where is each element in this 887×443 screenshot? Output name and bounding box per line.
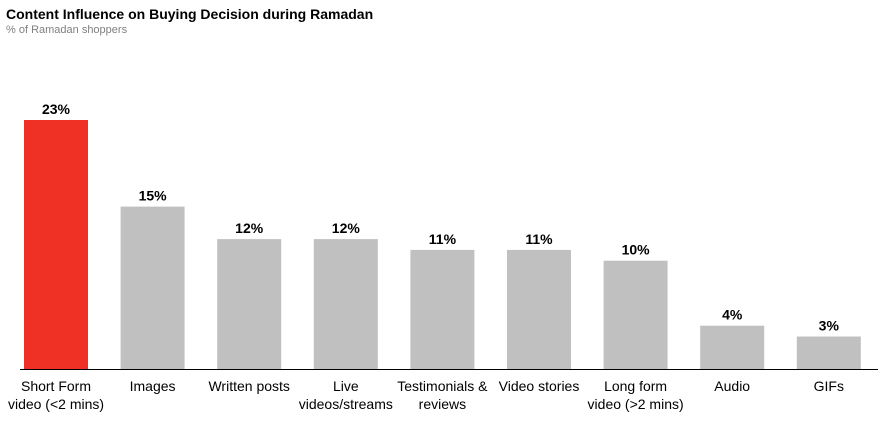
chart-subtitle: % of Ramadan shoppers <box>6 24 128 36</box>
data-label-7: 4% <box>722 307 743 323</box>
bar-8 <box>796 336 861 369</box>
x-tick-label-7: Audio <box>714 378 751 394</box>
data-label-0: 23% <box>42 101 71 117</box>
data-label-4: 11% <box>429 231 457 247</box>
x-tick-label-2: Written posts <box>208 378 290 394</box>
x-tick-label-5: Video stories <box>498 378 580 394</box>
bar-1 <box>120 206 185 369</box>
data-label-6: 10% <box>622 242 651 258</box>
bar-7 <box>700 325 765 369</box>
data-label-2: 12% <box>235 220 264 236</box>
chart-title: Content Influence on Buying Decision dur… <box>6 6 374 22</box>
x-tick-label-6: Long form video (>2 mins) <box>587 378 684 412</box>
bar-2 <box>217 239 282 369</box>
x-tick-label-1: Images <box>129 378 176 394</box>
data-label-8: 3% <box>819 318 840 334</box>
bar-6 <box>603 260 668 369</box>
x-tick-label-8: GIFs <box>813 378 844 394</box>
bar-5 <box>507 249 571 369</box>
bar-0 <box>24 120 88 369</box>
data-label-3: 12% <box>332 220 361 236</box>
x-tick-label-0: Short Form video (<2 mins) <box>7 378 105 412</box>
bar-4 <box>410 249 475 369</box>
data-label-1: 15% <box>139 188 168 204</box>
data-label-5: 11% <box>525 231 553 247</box>
x-tick-label-3: Live videos/streams <box>298 378 393 412</box>
bar-3 <box>313 239 378 369</box>
x-tick-label-4: Testimonials & reviews <box>397 378 488 412</box>
